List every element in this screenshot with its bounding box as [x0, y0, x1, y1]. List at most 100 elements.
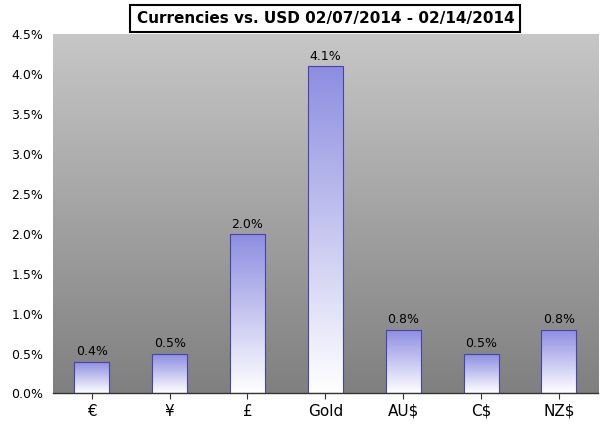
- Bar: [230, 285, 265, 286]
- Bar: [308, 241, 343, 243]
- Bar: [230, 300, 265, 301]
- Bar: [230, 329, 265, 330]
- Bar: [308, 190, 343, 192]
- Bar: [230, 311, 265, 312]
- Bar: [230, 248, 265, 249]
- Bar: [308, 220, 343, 221]
- Bar: [308, 174, 343, 176]
- Bar: [308, 279, 343, 280]
- Bar: [308, 176, 343, 178]
- Bar: [230, 237, 265, 238]
- Bar: [230, 250, 265, 251]
- Bar: [230, 281, 265, 282]
- Bar: [308, 266, 343, 267]
- Bar: [308, 77, 343, 79]
- Bar: [308, 269, 343, 271]
- Bar: [230, 318, 265, 319]
- Bar: [230, 334, 265, 335]
- Bar: [308, 128, 343, 130]
- Bar: [308, 357, 343, 359]
- Bar: [308, 362, 343, 364]
- Bar: [230, 387, 265, 388]
- Text: 0.5%: 0.5%: [465, 338, 497, 350]
- Bar: [308, 230, 343, 231]
- Bar: [230, 359, 265, 360]
- Bar: [308, 333, 343, 335]
- Bar: [230, 292, 265, 293]
- Bar: [308, 114, 343, 115]
- Bar: [230, 252, 265, 253]
- Bar: [308, 84, 343, 86]
- Bar: [230, 239, 265, 240]
- Bar: [308, 330, 343, 331]
- Bar: [308, 101, 343, 102]
- Bar: [230, 375, 265, 376]
- Bar: [308, 325, 343, 326]
- Bar: [230, 372, 265, 373]
- Bar: [230, 289, 265, 290]
- Bar: [308, 223, 343, 225]
- Bar: [308, 132, 343, 133]
- Bar: [230, 280, 265, 281]
- Bar: [308, 196, 343, 197]
- Bar: [230, 275, 265, 276]
- Bar: [308, 369, 343, 371]
- Bar: [308, 259, 343, 261]
- Bar: [308, 199, 343, 200]
- Bar: [308, 153, 343, 154]
- Bar: [308, 151, 343, 153]
- Bar: [230, 356, 265, 357]
- Bar: [308, 297, 343, 298]
- Bar: [308, 371, 343, 372]
- Bar: [230, 350, 265, 351]
- Bar: [230, 293, 265, 294]
- Bar: [230, 238, 265, 239]
- Bar: [308, 307, 343, 308]
- Bar: [308, 104, 343, 105]
- Bar: [308, 112, 343, 114]
- Bar: [230, 317, 265, 318]
- Bar: [308, 322, 343, 323]
- Bar: [230, 307, 265, 308]
- Bar: [230, 377, 265, 378]
- Bar: [230, 283, 265, 284]
- Bar: [230, 241, 265, 242]
- Bar: [308, 125, 343, 127]
- Bar: [230, 316, 265, 317]
- Bar: [308, 76, 343, 77]
- Bar: [308, 163, 343, 164]
- Bar: [152, 353, 187, 393]
- Text: 4.1%: 4.1%: [309, 50, 341, 63]
- Bar: [230, 312, 265, 313]
- Bar: [308, 387, 343, 389]
- Bar: [230, 389, 265, 390]
- Bar: [308, 179, 343, 181]
- Bar: [308, 181, 343, 182]
- Bar: [308, 154, 343, 156]
- Bar: [308, 258, 343, 259]
- Bar: [230, 384, 265, 385]
- Bar: [230, 336, 265, 337]
- Bar: [230, 306, 265, 307]
- Text: 0.8%: 0.8%: [387, 313, 419, 326]
- Bar: [308, 237, 343, 238]
- Bar: [230, 361, 265, 362]
- Bar: [308, 140, 343, 141]
- Bar: [230, 255, 265, 256]
- Bar: [230, 277, 265, 278]
- Bar: [308, 375, 343, 377]
- Bar: [308, 111, 343, 112]
- Bar: [308, 347, 343, 349]
- Bar: [230, 245, 265, 246]
- Bar: [230, 345, 265, 346]
- Bar: [308, 218, 343, 220]
- Bar: [308, 243, 343, 245]
- Bar: [308, 246, 343, 248]
- Bar: [230, 236, 265, 237]
- Bar: [230, 374, 265, 375]
- Bar: [308, 83, 343, 84]
- Bar: [308, 171, 343, 172]
- Title: Currencies vs. USD 02/07/2014 - 02/14/2014: Currencies vs. USD 02/07/2014 - 02/14/20…: [136, 11, 514, 26]
- Bar: [308, 123, 343, 125]
- Text: 0.8%: 0.8%: [543, 313, 575, 326]
